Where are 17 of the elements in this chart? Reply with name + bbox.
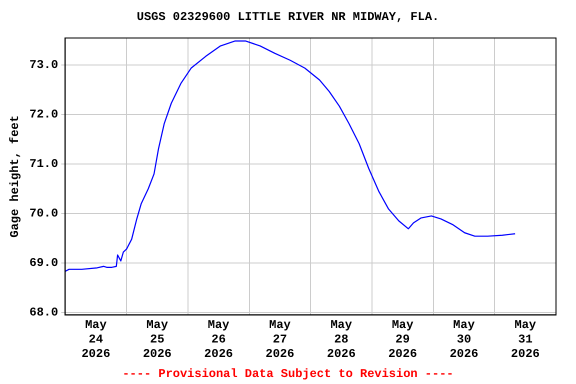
y-tick-label: 73.0 [29, 58, 58, 72]
x-tick-label: May 26 2026 [204, 318, 233, 361]
y-tick-label: 68.0 [29, 305, 58, 320]
y-tick-label: 69.0 [29, 256, 58, 270]
y-axis-title: Gage height, feet [8, 115, 22, 238]
x-tick-label: May 29 2026 [388, 318, 418, 361]
x-tick-label: May 31 2026 [510, 318, 540, 361]
x-tick-label: May 25 2026 [142, 318, 172, 361]
x-tick-label: May 24 2026 [81, 318, 110, 361]
y-tick-label: 70.0 [29, 206, 58, 220]
chart-title: USGS 02329600 LITTLE RIVER NR MIDWAY, FLA. [136, 10, 440, 24]
text: ---- Provisional Data Subject to Revision ---- [121, 367, 455, 381]
y-tick-label: 72.0 [29, 108, 58, 122]
x-tick-label: May 27 2026 [266, 318, 294, 361]
x-tick-label: May 28 2026 [326, 318, 356, 361]
y-tick-label: 71.0 [29, 157, 58, 172]
x-tick-label: May 30 2026 [450, 318, 478, 361]
